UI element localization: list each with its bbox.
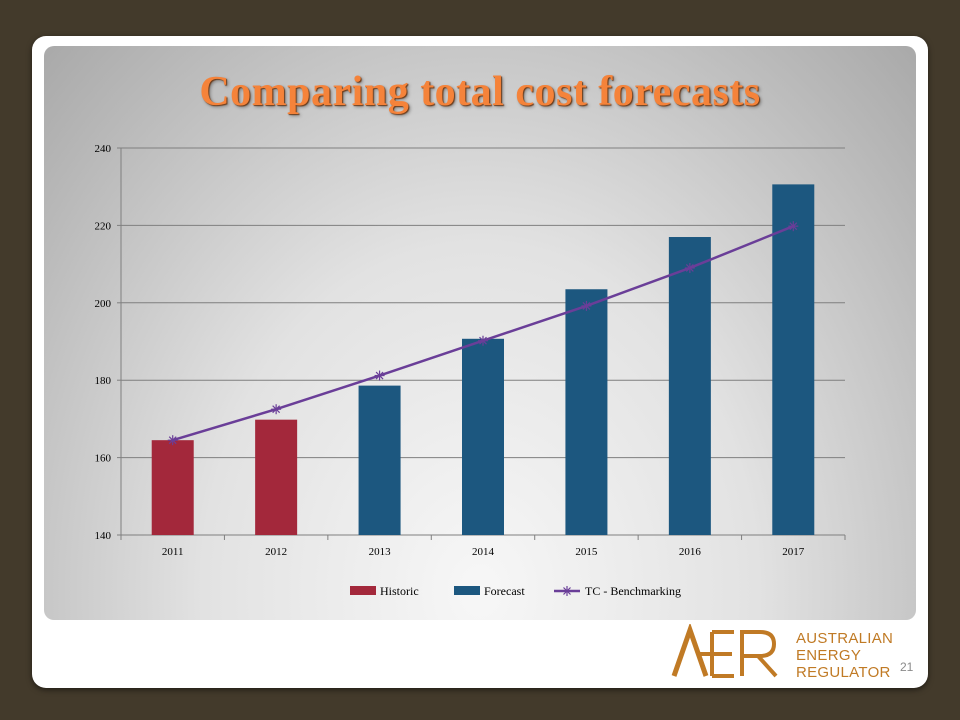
benchmark-point <box>374 370 385 381</box>
legend-label-historic: Historic <box>380 584 419 598</box>
aer-logo-wordmark: AUSTRALIAN ENERGY REGULATOR <box>796 630 893 681</box>
x-tick-label: 2017 <box>782 546 805 558</box>
benchmark-point <box>271 404 282 415</box>
y-tick-label: 160 <box>95 453 112 465</box>
benchmark-point <box>788 221 799 232</box>
legend-swatch-forecast <box>454 586 480 595</box>
benchmark-point <box>167 435 178 446</box>
x-tick-label: 2016 <box>679 546 702 558</box>
bar-forecast <box>772 184 815 536</box>
y-tick-label: 180 <box>95 375 112 387</box>
benchmark-point <box>684 262 695 273</box>
bar-forecast <box>668 237 711 535</box>
y-tick-label: 200 <box>95 298 112 310</box>
logo-line-1: AUSTRALIAN <box>796 630 894 647</box>
bar-forecast <box>462 338 504 535</box>
x-tick-label: 2013 <box>369 546 392 558</box>
y-tick-label: 220 <box>95 220 112 232</box>
bar-forecast <box>358 385 401 535</box>
slide-title: Comparing total cost forecasts <box>199 69 761 115</box>
x-tick-label: 2015 <box>575 546 598 558</box>
x-tick-label: 2011 <box>162 546 184 558</box>
y-tick-label: 140 <box>95 530 112 542</box>
y-tick-label: 240 <box>95 143 112 155</box>
bar-historic <box>151 440 194 535</box>
legend-marker-benchmark <box>562 586 572 596</box>
legend-label-forecast: Forecast <box>484 584 525 598</box>
legend-swatch-historic <box>350 586 376 595</box>
legend-label-benchmark: TC - Benchmarking <box>585 584 681 598</box>
benchmark-point <box>478 335 488 346</box>
aer-logo: AUSTRALIAN ENERGY REGULATOR <box>668 622 893 684</box>
bar-historic <box>255 419 298 535</box>
logo-line-3: REGULATOR <box>796 664 891 681</box>
benchmark-point <box>581 300 592 311</box>
aer-logo-mark <box>671 622 778 678</box>
x-tick-label: 2012 <box>265 546 287 558</box>
page-number: 21 <box>900 660 914 674</box>
logo-line-2: ENERGY <box>796 647 862 664</box>
x-tick-label: 2014 <box>472 546 495 558</box>
bar-forecast <box>565 289 608 535</box>
